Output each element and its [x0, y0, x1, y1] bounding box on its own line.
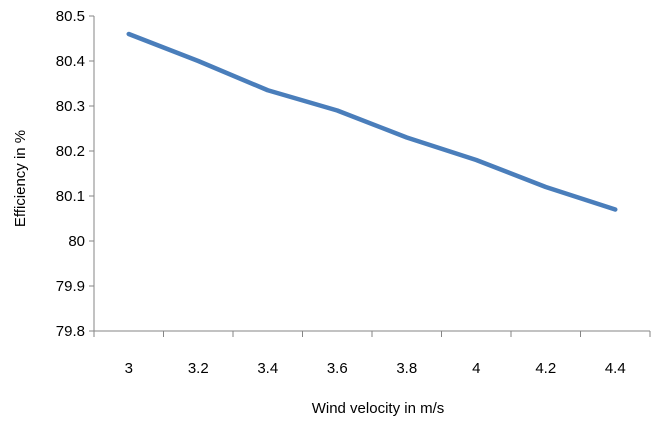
y-tick-label: 80.2	[56, 143, 85, 160]
y-tick-label: 80.3	[56, 98, 85, 115]
x-tick-label: 3.4	[257, 360, 278, 377]
axes	[93, 16, 650, 332]
y-axis-ticks: 79.8 79.9 80 80.1 80.2 80.3 80.4 80.5	[56, 8, 94, 340]
y-tick-label: 80.4	[56, 53, 85, 70]
series-line	[126, 31, 618, 212]
y-axis-title: Efficiency in %	[12, 130, 29, 227]
x-tick-label: 3.6	[327, 360, 348, 377]
x-tick-label: 3.2	[188, 360, 209, 377]
y-tick-label: 80	[68, 233, 85, 250]
x-tick-label: 4.4	[605, 360, 626, 377]
x-tick-label: 3	[125, 360, 133, 377]
x-tick-label: 4.2	[535, 360, 556, 377]
x-axis-ticks: 3 3.2 3.4 3.6 3.8 4 4.2 4.4	[93, 331, 651, 377]
x-tick-label: 3.8	[396, 360, 417, 377]
y-tick-label: 79.8	[56, 323, 85, 340]
x-axis-title: Wind velocity in m/s	[312, 400, 445, 417]
x-tick-label: 4	[472, 360, 480, 377]
series-layer	[126, 31, 618, 212]
y-tick-label: 79.9	[56, 278, 85, 295]
y-tick-label: 80.1	[56, 188, 85, 205]
y-tick-label: 80.5	[56, 8, 85, 25]
